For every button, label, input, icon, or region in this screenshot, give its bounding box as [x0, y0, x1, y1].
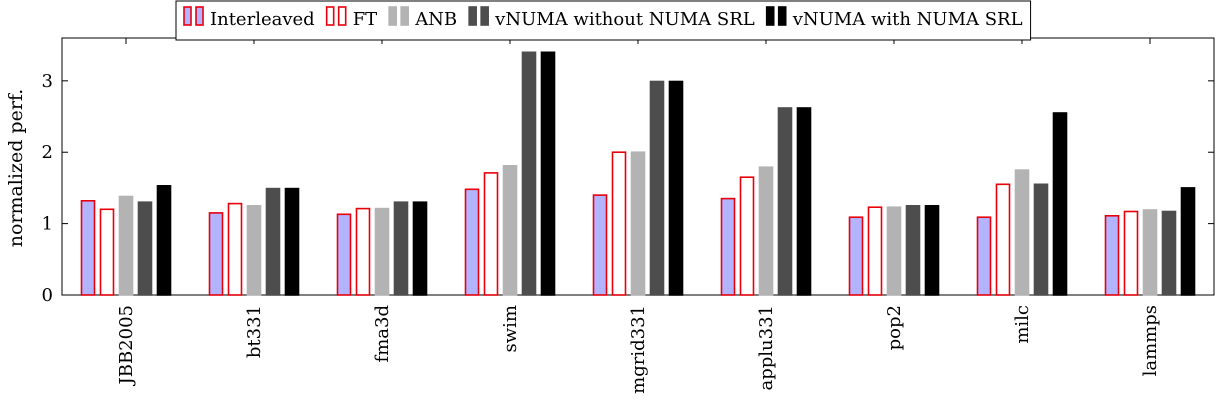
- bar-anb-milc: [1014, 169, 1030, 296]
- legend-swatch: [765, 6, 775, 26]
- x-tick-label: swim: [500, 305, 521, 352]
- x-tick-label: applu331: [756, 305, 777, 390]
- bar-ft-swim: [483, 172, 499, 296]
- bar-ft-milc: [995, 183, 1011, 296]
- y-tick-label: 2: [42, 142, 53, 163]
- bar-vnuma-without-numa-srl-milc: [1033, 183, 1049, 296]
- bar-interleaved-bt331: [208, 212, 224, 296]
- bars-group: [80, 51, 1196, 296]
- bar-interleaved-jbb2005: [80, 200, 96, 296]
- bar-ft-jbb2005: [99, 208, 115, 296]
- bar-ft-mgrid331: [611, 151, 627, 296]
- bar-vnuma-with-numa-srl-swim: [540, 51, 556, 296]
- bar-vnuma-with-numa-srl-bt331: [284, 187, 300, 296]
- x-tick-label: bt331: [244, 305, 265, 358]
- bar-ft-applu331: [739, 176, 755, 296]
- y-tick-label: 0: [42, 285, 53, 306]
- bar-interleaved-milc: [976, 216, 992, 296]
- bar-anb-jbb2005: [118, 195, 134, 296]
- bar-vnuma-without-numa-srl-pop2: [905, 205, 921, 296]
- legend-swatch: [400, 6, 409, 26]
- legend-swatch: [388, 6, 397, 26]
- bar-anb-swim: [502, 165, 518, 296]
- bar-vnuma-without-numa-srl-swim: [521, 51, 537, 296]
- bar-ft-bt331: [227, 202, 243, 296]
- x-tick-label: pop2: [884, 305, 905, 350]
- bar-interleaved-lammps: [1104, 215, 1120, 296]
- legend-label: FT: [353, 9, 378, 30]
- bar-ft-fma3d: [355, 207, 371, 296]
- y-axis-label: normalized perf.: [5, 89, 27, 248]
- legend-box: [175, 0, 1032, 41]
- bar-anb-pop2: [886, 206, 902, 296]
- x-tick-label: lammps: [1140, 305, 1161, 376]
- bar-anb-bt331: [246, 205, 262, 296]
- bar-vnuma-without-numa-srl-lammps: [1161, 210, 1177, 296]
- bar-vnuma-with-numa-srl-fma3d: [412, 201, 428, 296]
- legend-swatch: [183, 6, 192, 26]
- bar-vnuma-with-numa-srl-milc: [1052, 112, 1068, 296]
- bar-vnuma-without-numa-srl-fma3d: [393, 201, 409, 296]
- bar-vnuma-without-numa-srl-mgrid331: [649, 80, 665, 296]
- legend-swatch: [195, 6, 204, 26]
- legend-label: vNUMA with NUMA SRL: [792, 9, 1023, 30]
- bar-vnuma-without-numa-srl-jbb2005: [137, 201, 153, 296]
- x-tick-label: JBB2005: [116, 305, 137, 386]
- legend-label: Interleaved: [210, 9, 315, 30]
- bar-vnuma-without-numa-srl-bt331: [265, 187, 281, 296]
- bar-interleaved-mgrid331: [592, 194, 608, 296]
- bar-vnuma-with-numa-srl-lammps: [1180, 187, 1196, 296]
- legend-label: ANB: [414, 9, 457, 30]
- x-tick-label: milc: [1012, 305, 1033, 344]
- legend-label: vNUMA without NUMA SRL: [494, 9, 755, 30]
- x-tick-label: mgrid331: [628, 305, 649, 394]
- bar-vnuma-with-numa-srl-jbb2005: [156, 185, 172, 296]
- bar-interleaved-applu331: [720, 197, 736, 296]
- bar-interleaved-pop2: [848, 216, 864, 296]
- legend-swatch: [325, 6, 335, 26]
- legend-swatch: [777, 6, 787, 26]
- bar-interleaved-swim: [464, 188, 480, 296]
- legend-swatch: [480, 6, 489, 26]
- bar-vnuma-without-numa-srl-applu331: [777, 107, 793, 296]
- bar-vnuma-with-numa-srl-mgrid331: [668, 80, 684, 296]
- bar-vnuma-with-numa-srl-pop2: [924, 205, 940, 296]
- x-tick-labels: JBB2005 bt331 fma3d swim mgrid331 applu331 pop…: [116, 305, 1161, 394]
- bar-vnuma-with-numa-srl-applu331: [796, 107, 812, 296]
- legend-swatch: [468, 6, 477, 26]
- y-tick-label: 3: [42, 71, 53, 92]
- legend-swatch: [337, 6, 347, 26]
- bar-ft-pop2: [867, 206, 883, 296]
- x-tick-label: fma3d: [372, 305, 393, 362]
- y-tick-label: 1: [42, 214, 53, 235]
- bar-anb-lammps: [1142, 209, 1158, 296]
- legend: Interleaved FT ANB vNUMA without NUMA SRL vN…: [175, 0, 1032, 41]
- y-tick-labels: 0 1 2 3: [42, 71, 53, 306]
- bar-anb-fma3d: [374, 207, 390, 296]
- bar-interleaved-fma3d: [336, 213, 352, 296]
- bar-ft-lammps: [1123, 210, 1139, 296]
- bar-anb-applu331: [758, 166, 774, 296]
- bar-anb-mgrid331: [630, 151, 646, 296]
